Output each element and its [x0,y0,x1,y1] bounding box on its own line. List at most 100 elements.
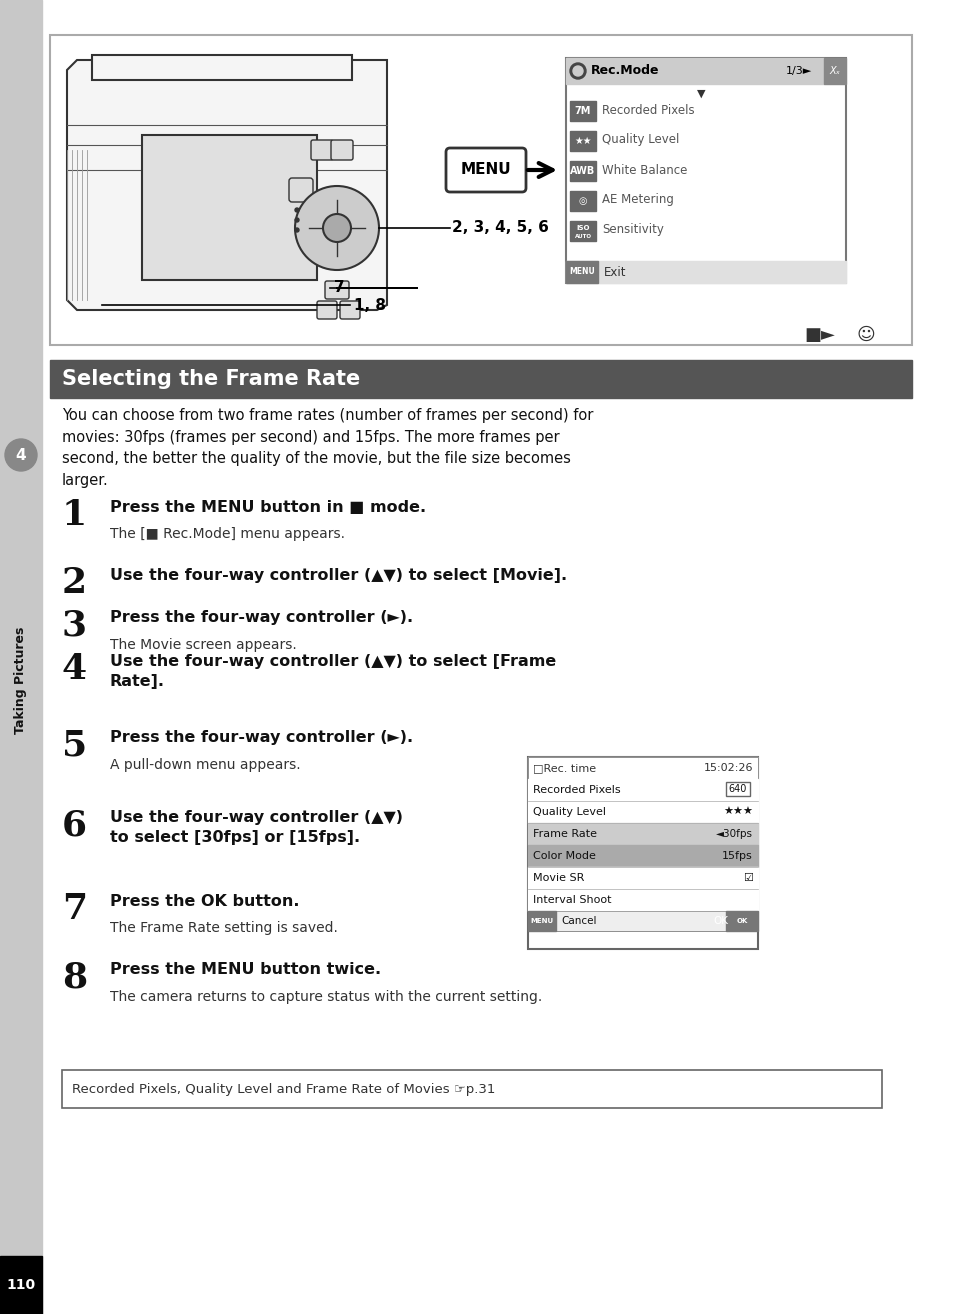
Text: 1: 1 [62,498,87,532]
Bar [527,757,758,779]
Text: Recorded Pixels, Quality Level and Frame Rate of Movies ☞p.31: Recorded Pixels, Quality Level and Frame… [71,1083,495,1096]
Polygon shape [67,60,387,310]
Bar [527,823,758,845]
Text: 2, 3, 4, 5, 6: 2, 3, 4, 5, 6 [452,221,548,235]
Bar [823,58,845,84]
FancyBboxPatch shape [289,177,313,202]
Text: MENU: MENU [569,268,595,276]
Text: OK: OK [736,918,747,924]
Text: 15:02:26: 15:02:26 [702,763,752,773]
Bar [62,1070,882,1108]
Text: ■►: ■► [803,326,835,344]
Text: 5: 5 [62,728,87,762]
Bar [527,802,758,823]
Text: AUTO: AUTO [574,234,591,239]
Text: Press the four-way controller (►).: Press the four-way controller (►). [110,731,413,745]
Text: Cancel: Cancel [560,916,596,926]
Text: Movie SR: Movie SR [533,872,584,883]
Text: Recorded Pixels: Recorded Pixels [601,104,694,117]
Text: You can choose from two frame rates (number of frames per second) for
movies: 30: You can choose from two frame rates (num… [62,409,593,487]
Text: OK: OK [712,916,727,926]
Bar [569,191,596,212]
Text: 7: 7 [62,892,87,926]
Text: Press the OK button.: Press the OK button. [110,894,299,909]
Circle shape [294,187,378,269]
Text: 4: 4 [62,652,87,686]
Text: ★★: ★★ [574,137,591,146]
Text: Use the four-way controller (▲▼)
to select [30fps] or [15fps].: Use the four-way controller (▲▼) to sele… [110,809,402,845]
Bar [527,845,758,867]
Text: 110: 110 [7,1279,35,1292]
Bar [565,58,823,84]
Text: ISO: ISO [576,225,589,231]
Bar [527,867,758,890]
FancyBboxPatch shape [339,301,359,319]
Text: 640: 640 [728,784,746,794]
Bar [527,890,758,911]
Text: □Rec. time: □Rec. time [533,763,596,773]
Bar [142,135,316,280]
Text: Interval Shoot: Interval Shoot [533,895,611,905]
Circle shape [5,439,37,470]
FancyBboxPatch shape [311,141,333,160]
Circle shape [294,218,298,222]
Text: Press the four-way controller (►).: Press the four-way controller (►). [110,610,413,625]
Text: ☺: ☺ [856,326,875,344]
Text: Use the four-way controller (▲▼) to select [Frame
Rate].: Use the four-way controller (▲▼) to sele… [110,654,556,690]
Text: 8: 8 [62,961,87,993]
FancyBboxPatch shape [331,141,353,160]
Text: AWB: AWB [570,166,595,176]
Text: 2: 2 [62,566,87,600]
Text: MENU: MENU [530,918,553,924]
Bar [565,261,598,283]
Text: The Frame Rate setting is saved.: The Frame Rate setting is saved. [110,921,337,936]
Bar [527,911,556,932]
Circle shape [323,214,351,242]
Text: 1/3►: 1/3► [785,66,811,76]
Bar [725,911,758,932]
Circle shape [294,229,298,233]
Text: The [■ Rec.Mode] menu appears.: The [■ Rec.Mode] menu appears. [110,527,345,541]
Circle shape [569,63,585,79]
Bar [569,221,596,240]
FancyBboxPatch shape [316,301,336,319]
Text: 4: 4 [15,448,27,463]
Text: 7M: 7M [575,106,591,116]
Text: Taking Pictures: Taking Pictures [14,627,28,733]
Bar [50,360,911,398]
Bar [91,55,352,80]
Bar [569,131,596,151]
Text: Exit: Exit [603,265,626,279]
Text: 1, 8: 1, 8 [354,297,386,313]
Bar [527,911,758,932]
Text: Press the MENU button twice.: Press the MENU button twice. [110,962,381,978]
Text: Rec.Mode: Rec.Mode [590,64,659,78]
Text: ◎: ◎ [578,196,587,206]
Text: 6: 6 [62,808,87,842]
Bar [0,0,42,1314]
Text: ▼: ▼ [696,89,704,99]
Text: White Balance: White Balance [601,163,687,176]
FancyBboxPatch shape [325,281,349,300]
Text: Use the four-way controller (▲▼) to select [Movie].: Use the four-way controller (▲▼) to sele… [110,568,566,583]
Text: The camera returns to capture status with the current setting.: The camera returns to capture status wit… [110,989,541,1004]
Bar [565,261,845,283]
Text: ◄30fps: ◄30fps [716,829,752,840]
Bar [50,35,911,346]
Bar [527,757,758,779]
Circle shape [573,66,582,76]
Text: Recorded Pixels: Recorded Pixels [533,784,620,795]
Text: ☑: ☑ [742,872,752,883]
Bar [527,779,758,802]
Text: Color Mode: Color Mode [533,851,596,861]
Text: Press the MENU button in ■ mode.: Press the MENU button in ■ mode. [110,501,426,515]
Circle shape [294,208,298,212]
Text: Quality Level: Quality Level [601,134,679,146]
Text: 15fps: 15fps [721,851,752,861]
Text: MENU: MENU [460,163,511,177]
Bar [569,162,596,181]
Text: AE Metering: AE Metering [601,193,673,206]
Text: Sensitivity: Sensitivity [601,223,663,237]
Text: Selecting the Frame Rate: Selecting the Frame Rate [62,369,360,389]
Text: Quality Level: Quality Level [533,807,605,817]
